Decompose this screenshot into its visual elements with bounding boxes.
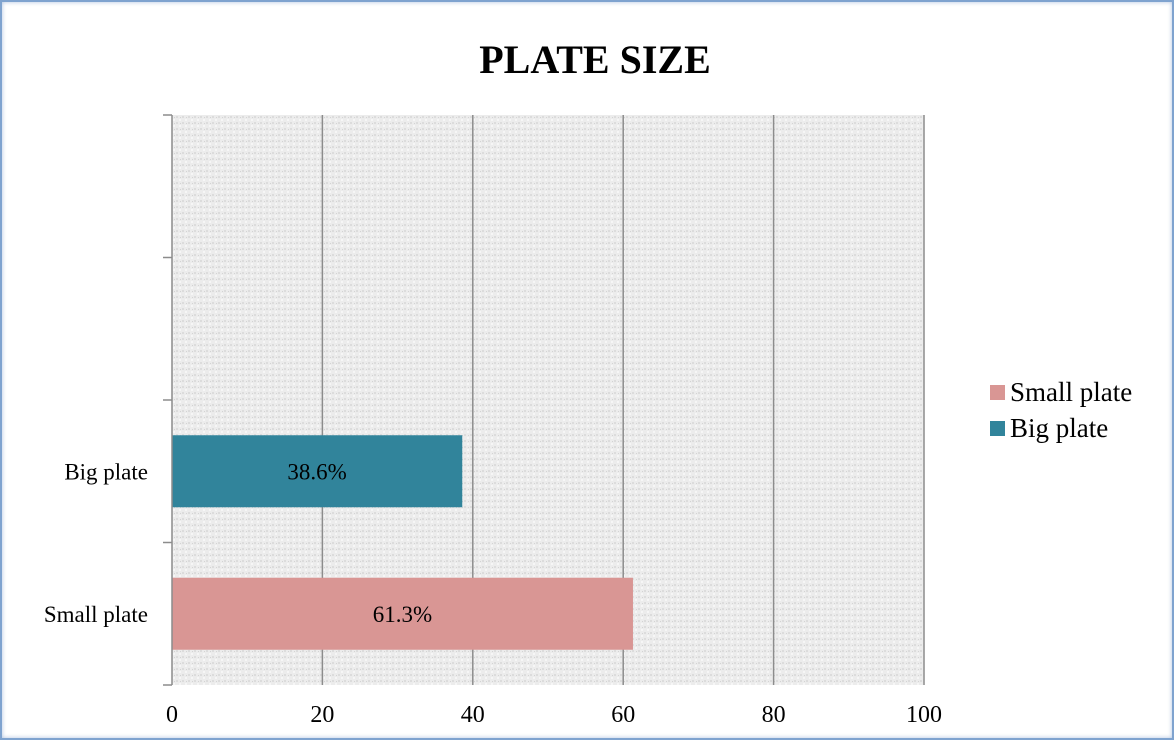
x-tick-label: 80 xyxy=(762,702,786,728)
bars: 61.3% 38.6% xyxy=(172,435,633,650)
y-category-label: Small plate xyxy=(44,602,148,627)
axes: 0 20 40 60 80 100 Small plate Big plate xyxy=(44,114,942,728)
legend-label-big-plate: Big plate xyxy=(1010,412,1109,443)
legend-swatch-small-plate xyxy=(990,384,1005,400)
x-tick-label: 100 xyxy=(906,702,942,728)
bar-big-plate xyxy=(172,435,463,508)
data-label: 61.3% xyxy=(373,602,432,627)
x-tick-label: 0 xyxy=(166,702,178,728)
legend-label-small-plate: Small plate xyxy=(1010,376,1133,407)
bar-small-plate xyxy=(172,577,633,650)
x-tick-label: 40 xyxy=(461,702,485,728)
legend-item-small-plate: Small plate xyxy=(990,374,1132,410)
legend: Small plate Big plate xyxy=(990,374,1132,446)
chart-title: PLATE SIZE xyxy=(479,37,711,82)
legend-item-big-plate: Big plate xyxy=(990,410,1132,446)
data-label: 38.6% xyxy=(287,459,346,484)
y-category-label: Big plate xyxy=(64,459,148,484)
x-tick-label: 20 xyxy=(310,702,334,728)
x-tick-label: 60 xyxy=(611,702,635,728)
legend-swatch-big-plate xyxy=(990,420,1005,436)
